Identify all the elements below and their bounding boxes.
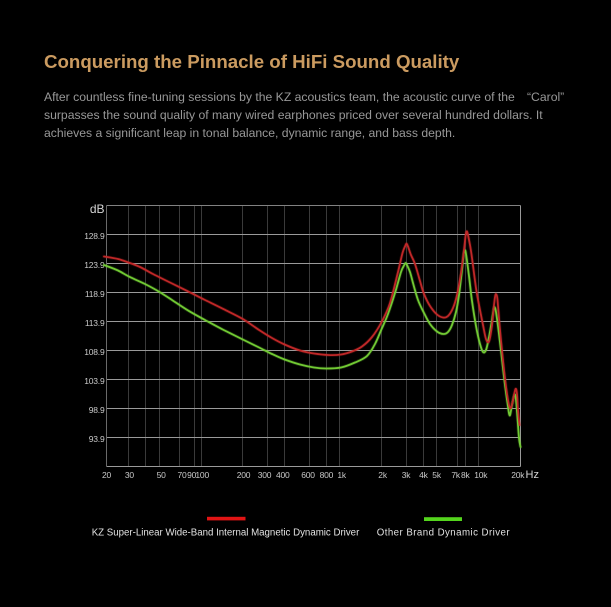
svg-text:Other Brand Dynamic Driver: Other Brand Dynamic Driver xyxy=(377,528,511,539)
svg-text:Hz: Hz xyxy=(526,469,539,481)
svg-text:93.9: 93.9 xyxy=(89,434,105,444)
svg-text:dB: dB xyxy=(90,202,105,216)
svg-text:70: 70 xyxy=(177,470,187,480)
svg-text:5k: 5k xyxy=(432,470,442,480)
svg-text:90: 90 xyxy=(187,470,197,480)
svg-text:123.9: 123.9 xyxy=(84,260,105,270)
svg-text:10k: 10k xyxy=(474,470,488,480)
svg-text:108.9: 108.9 xyxy=(84,347,105,357)
svg-text:8k: 8k xyxy=(461,470,471,480)
svg-text:KZ Super-Linear Wide-Band Inte: KZ Super-Linear Wide-Band Internal Magne… xyxy=(92,528,360,539)
svg-text:4k: 4k xyxy=(419,470,429,480)
svg-text:30: 30 xyxy=(125,470,135,480)
svg-text:3k: 3k xyxy=(402,470,412,480)
svg-text:118.9: 118.9 xyxy=(85,289,105,299)
svg-text:98.9: 98.9 xyxy=(89,405,105,415)
svg-text:100: 100 xyxy=(195,470,209,480)
svg-text:800: 800 xyxy=(320,470,334,480)
svg-text:200: 200 xyxy=(237,470,251,480)
svg-text:20: 20 xyxy=(102,470,112,480)
svg-text:20k: 20k xyxy=(511,470,525,480)
svg-text:300: 300 xyxy=(258,470,272,480)
svg-text:50: 50 xyxy=(157,470,167,480)
svg-text:1k: 1k xyxy=(337,470,347,480)
svg-text:128.9: 128.9 xyxy=(84,231,105,241)
svg-text:2k: 2k xyxy=(378,470,388,480)
svg-text:400: 400 xyxy=(276,470,290,480)
svg-text:103.9: 103.9 xyxy=(84,376,105,386)
svg-text:113.9: 113.9 xyxy=(85,318,105,328)
svg-text:7k: 7k xyxy=(451,470,461,480)
svg-text:600: 600 xyxy=(301,470,315,480)
